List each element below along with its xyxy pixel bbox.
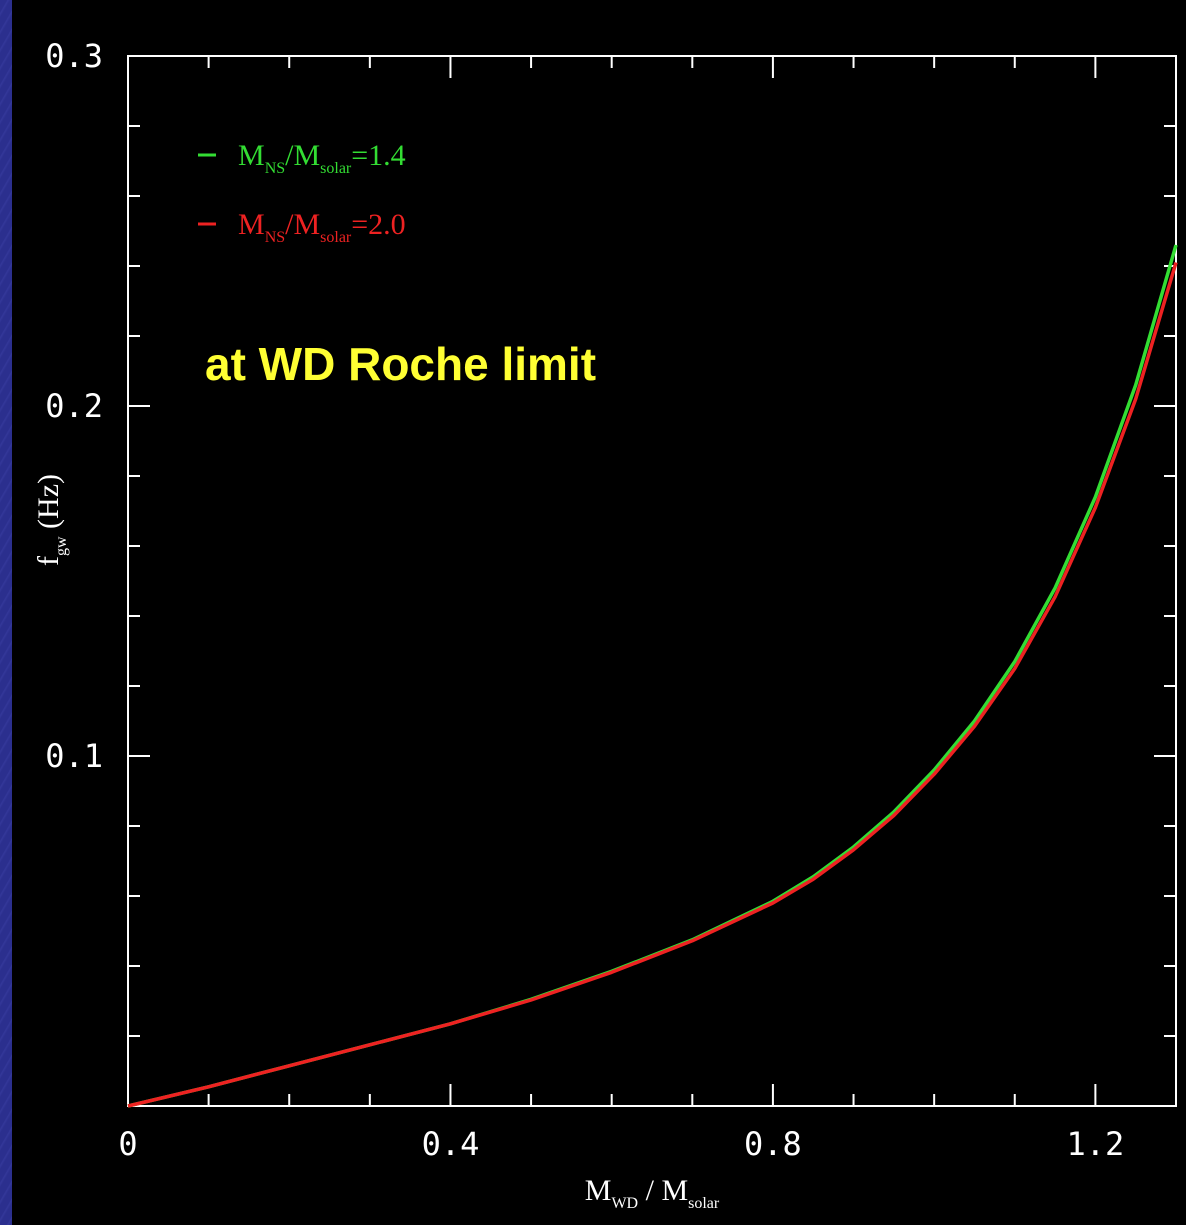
x-axis-label: MWD / Msolar	[585, 1174, 720, 1212]
plot-frame	[127, 55, 1177, 1107]
series-lines	[127, 244, 1178, 1108]
y-axis-label: fgw (Hz)	[32, 474, 70, 566]
x-tick-label: 0.8	[744, 1125, 802, 1163]
legend-label-1: MNS/Msolar=1.4	[238, 139, 406, 177]
series-line-2	[127, 262, 1178, 1108]
x-tick-label: 0	[118, 1125, 137, 1163]
y-tick-label: 0.2	[45, 387, 103, 425]
roche-limit-annotation: at WD Roche limit	[205, 338, 596, 390]
axis-ticks	[127, 55, 1177, 1107]
axis-tick-labels: 0 0.4 0.8 1.2 0.1 0.2 0.3	[45, 37, 1124, 1163]
plot-panel	[12, 0, 1186, 1225]
legend: MNS/Msolar=1.4 MNS/Msolar=2.0	[198, 139, 406, 246]
legend-entry-2: MNS/Msolar=2.0	[198, 208, 406, 246]
x-tick-label: 1.2	[1066, 1125, 1124, 1163]
y-tick-label: 0.1	[45, 737, 103, 775]
legend-entry-1: MNS/Msolar=1.4	[198, 139, 406, 177]
y-tick-label: 0.3	[45, 37, 103, 75]
legend-label-2: MNS/Msolar=2.0	[238, 208, 406, 246]
x-tick-label: 0.4	[422, 1125, 480, 1163]
